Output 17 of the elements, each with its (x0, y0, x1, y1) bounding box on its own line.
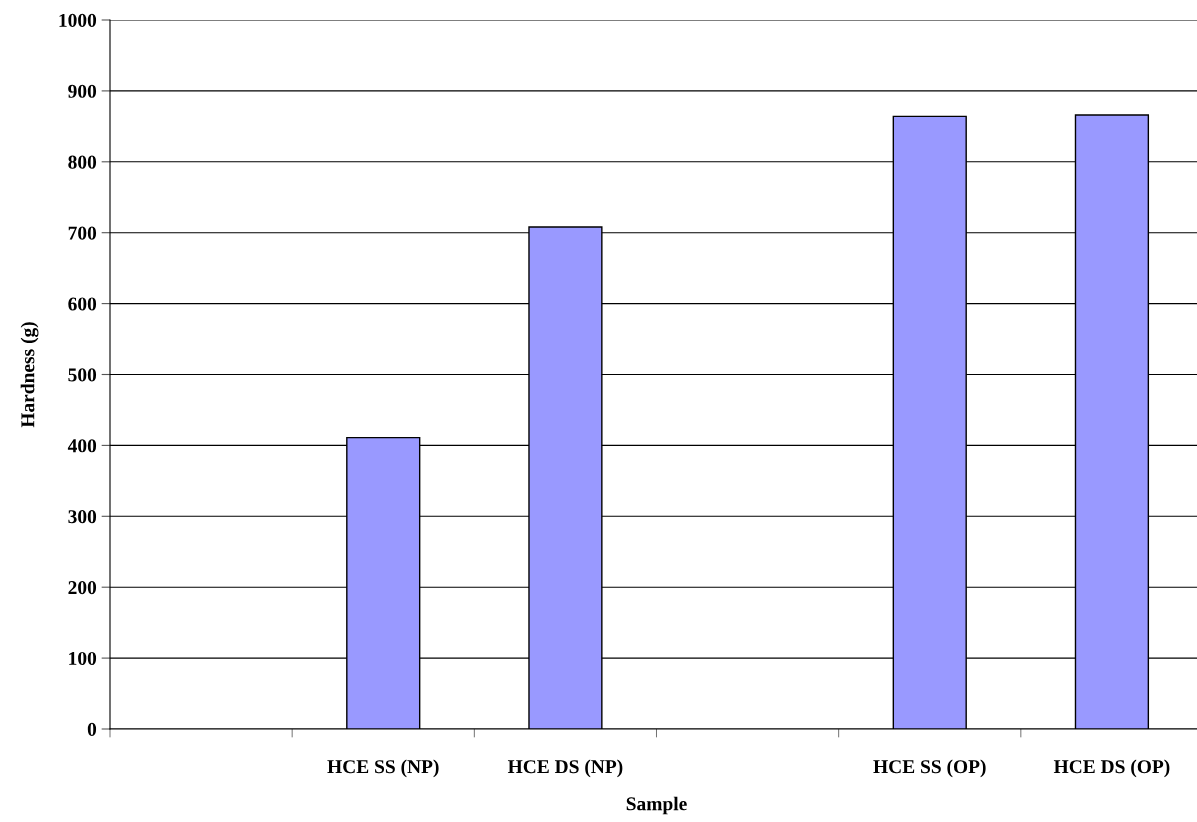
y-tick-label: 600 (68, 297, 97, 311)
y-tick-label: 100 (69, 651, 97, 666)
y-tick-label: 200 (68, 581, 97, 595)
x-tick-label: HCE SS (NP) (327, 759, 439, 778)
x-tick-label: HCE SS (OP) (873, 759, 986, 778)
y-axis-title: Hardness (g) (20, 322, 39, 428)
y-tick-label: 500 (68, 368, 97, 382)
y-tick-label: 400 (67, 439, 97, 453)
y-tick-label: 800 (68, 155, 97, 169)
x-tick-label: HCE DS (NP) (507, 759, 623, 778)
y-tick-label: 700 (68, 226, 97, 240)
y-tick-label: 1000 (59, 13, 97, 27)
x-axis-title: Sample (626, 796, 687, 815)
y-tick-label: 0 (87, 722, 97, 736)
y-tick-label: 300 (68, 510, 97, 524)
y-tick-label: 900 (68, 84, 97, 98)
x-tick-label: HCE DS (OP) (1053, 759, 1170, 778)
